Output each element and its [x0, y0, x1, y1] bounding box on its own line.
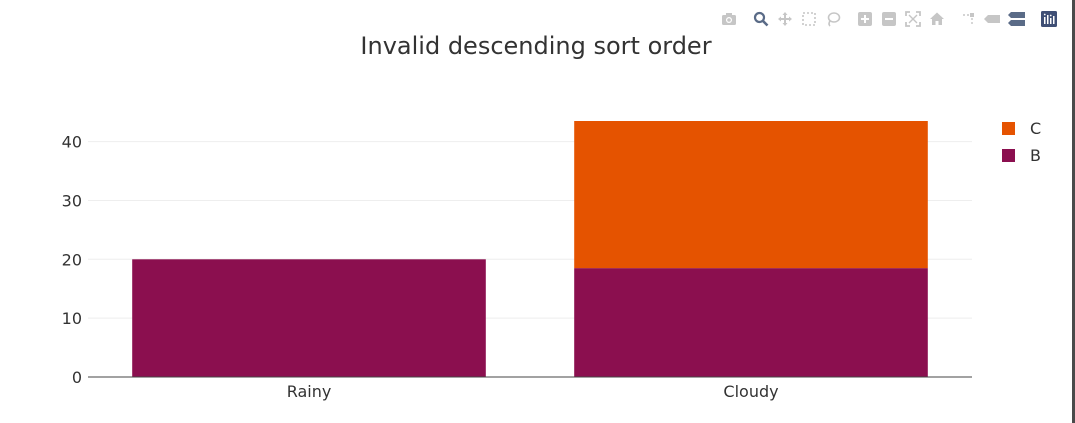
legend-item-b[interactable]: B: [1002, 142, 1041, 169]
bar-B-cloudy: [574, 268, 928, 377]
y-tick-label: 20: [62, 250, 82, 269]
hover-closest-icon[interactable]: [984, 10, 1002, 28]
camera-icon[interactable]: [720, 10, 738, 28]
spike-lines-icon[interactable]: [960, 10, 978, 28]
x-tick-label: Cloudy: [723, 382, 778, 401]
hover-compare-icon[interactable]: [1008, 10, 1026, 28]
y-tick-label: 40: [62, 133, 82, 152]
bar-C-cloudy: [574, 121, 928, 269]
x-tick-label: Rainy: [287, 382, 332, 401]
zoom-in-icon[interactable]: [856, 10, 874, 28]
zoom-out-icon[interactable]: [880, 10, 898, 28]
y-tick-label: 10: [62, 309, 82, 328]
box-select-icon[interactable]: [800, 10, 818, 28]
zoom-icon[interactable]: [752, 10, 770, 28]
legend-label: C: [1030, 119, 1042, 138]
home-icon[interactable]: [928, 10, 946, 28]
plotly-logo-icon[interactable]: [1040, 10, 1058, 28]
legend-swatch: [1002, 149, 1015, 162]
autoscale-icon[interactable]: [904, 10, 922, 28]
y-tick-label: 0: [72, 368, 82, 387]
y-tick-label: 30: [62, 191, 82, 210]
legend-label: B: [1030, 146, 1041, 165]
window-edge: [1072, 0, 1075, 423]
bar-B-rainy: [132, 259, 486, 377]
modebar: [720, 10, 1065, 30]
legend-item-c[interactable]: C: [1002, 115, 1041, 142]
lasso-icon[interactable]: [824, 10, 842, 28]
pan-icon[interactable]: [776, 10, 794, 28]
legend-swatch: [1002, 122, 1015, 135]
chart-title: Invalid descending sort order: [360, 32, 712, 60]
